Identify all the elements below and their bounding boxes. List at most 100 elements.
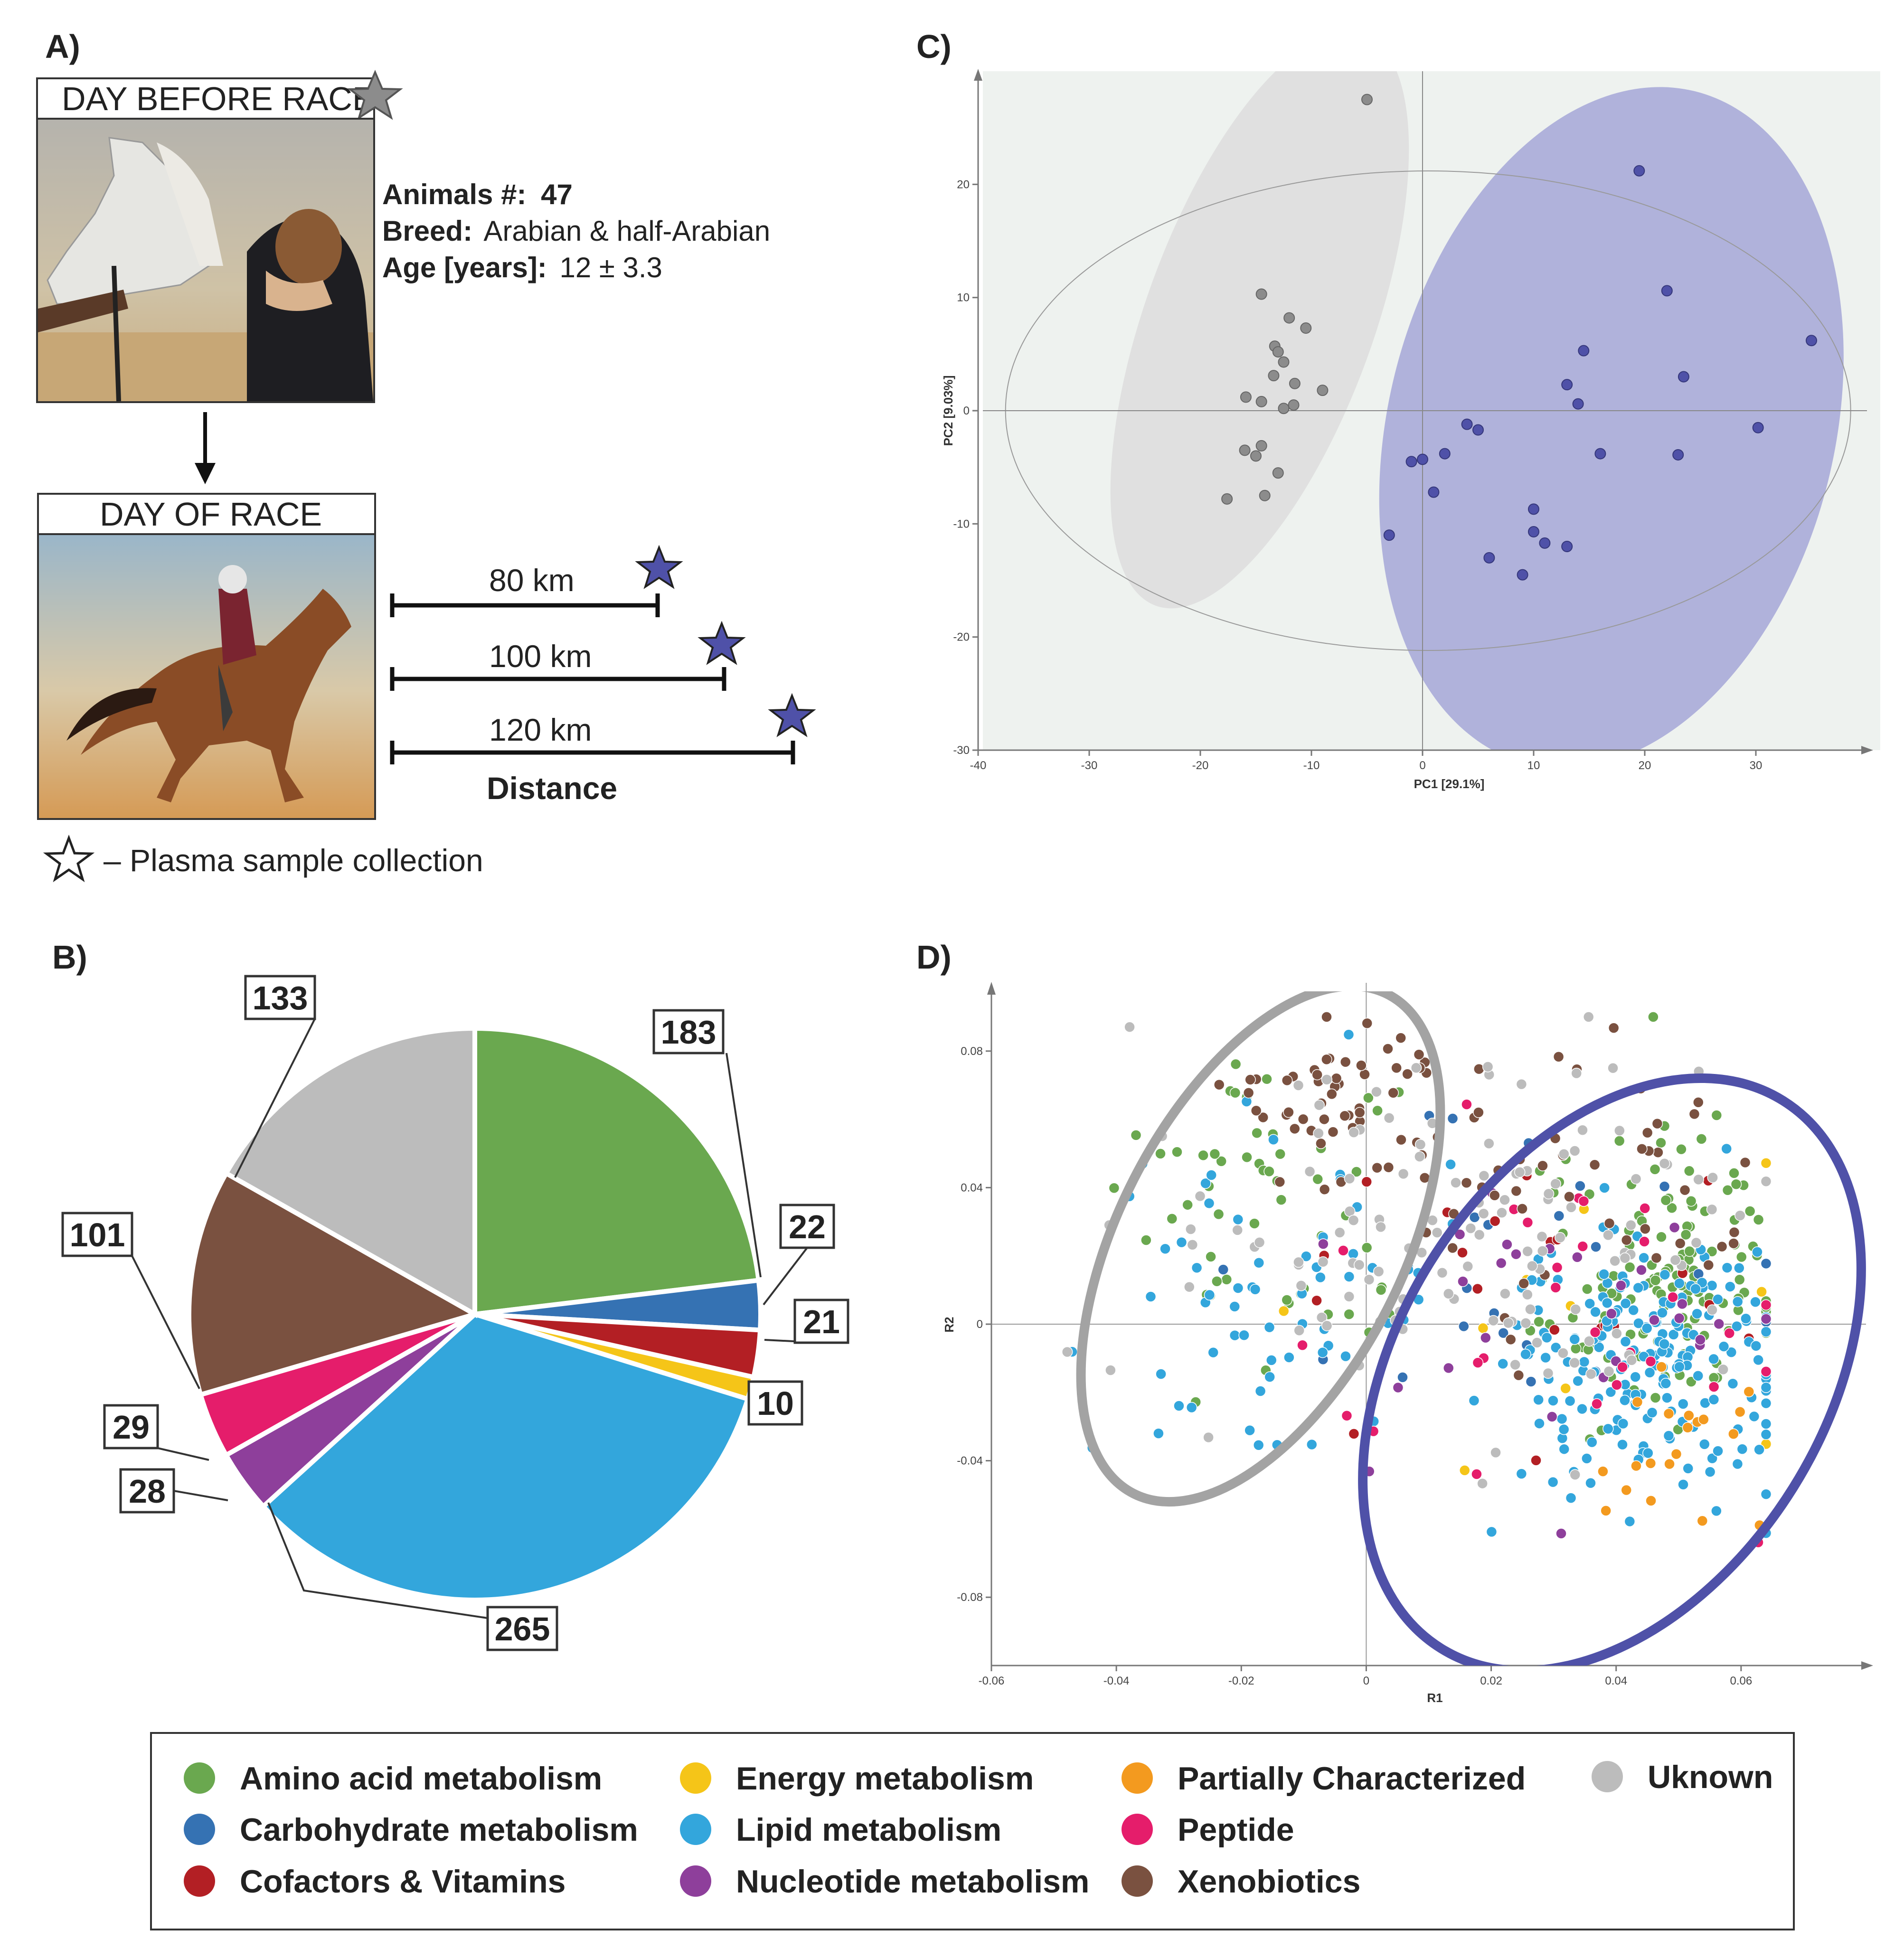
loadings-point bbox=[1289, 1123, 1301, 1135]
loadings-point bbox=[1341, 1410, 1353, 1421]
loadings-point bbox=[1725, 1281, 1736, 1292]
loadings-point bbox=[1312, 1173, 1324, 1185]
loadings-point bbox=[1730, 1178, 1742, 1190]
loadings-point bbox=[1301, 1251, 1312, 1262]
loadings-y-tick-label: 0.04 bbox=[961, 1181, 983, 1194]
loadings-point bbox=[1478, 1208, 1489, 1219]
loadings-point bbox=[1602, 1423, 1614, 1435]
loadings-point bbox=[1203, 1431, 1214, 1443]
loadings-point bbox=[1510, 1185, 1522, 1197]
loadings-point bbox=[1652, 1147, 1664, 1158]
loadings-point bbox=[1343, 1291, 1355, 1302]
pie-leader-line bbox=[157, 1447, 209, 1461]
loadings-point bbox=[1537, 1160, 1548, 1171]
loadings-point bbox=[1505, 1334, 1517, 1346]
loadings-point bbox=[1375, 1284, 1387, 1296]
loadings-point bbox=[1609, 1255, 1621, 1267]
loadings-point bbox=[1713, 1318, 1725, 1330]
loadings-point bbox=[1712, 1294, 1724, 1305]
loadings-point bbox=[1489, 1190, 1500, 1201]
loadings-point bbox=[1664, 1458, 1675, 1470]
loadings-x-tick-label: 0.04 bbox=[1605, 1675, 1627, 1687]
loadings-point bbox=[1522, 1289, 1533, 1300]
loadings-point bbox=[1597, 1466, 1609, 1477]
loadings-y-arrow-icon bbox=[987, 982, 996, 995]
loadings-point bbox=[1650, 1275, 1661, 1286]
loadings-point bbox=[1602, 1229, 1614, 1241]
loadings-point bbox=[1510, 1248, 1522, 1260]
loadings-point bbox=[1691, 1308, 1703, 1319]
pie-leader-line bbox=[131, 1255, 200, 1389]
loadings-point bbox=[1670, 1448, 1682, 1460]
day-of-title-box bbox=[37, 493, 376, 535]
loadings-point bbox=[1639, 1203, 1650, 1214]
loadings-point bbox=[1217, 1264, 1229, 1275]
loadings-point bbox=[1502, 1317, 1514, 1329]
loadings-point bbox=[1760, 1366, 1772, 1377]
pca-x-tick-label: 10 bbox=[1527, 759, 1540, 772]
loadings-point bbox=[1697, 1515, 1708, 1527]
loadings-point bbox=[1645, 1458, 1657, 1469]
loadings-point bbox=[1313, 1099, 1325, 1111]
loadings-point bbox=[1457, 1276, 1469, 1287]
arrow-down-icon bbox=[195, 412, 216, 484]
distance-axis-label: Distance bbox=[487, 771, 617, 806]
loadings-point bbox=[1760, 1382, 1772, 1393]
loadings-point bbox=[1155, 1368, 1167, 1380]
loadings-point bbox=[1311, 1069, 1323, 1081]
pca-point-race bbox=[1483, 552, 1495, 564]
loadings-point bbox=[1340, 1350, 1351, 1362]
loadings-point bbox=[1656, 1361, 1668, 1373]
loadings-point bbox=[1728, 1167, 1740, 1179]
loadings-point bbox=[1216, 1156, 1227, 1167]
loadings-point bbox=[1207, 1346, 1219, 1358]
loadings-point bbox=[1461, 1099, 1472, 1110]
loadings-point bbox=[1496, 1207, 1508, 1219]
loadings-point bbox=[1698, 1413, 1709, 1425]
loadings-point bbox=[1250, 1105, 1262, 1117]
pca-ellipse-race bbox=[1379, 87, 1844, 750]
loadings-point bbox=[1690, 1237, 1702, 1249]
loadings-point bbox=[1244, 1074, 1256, 1085]
pca-point-day-before bbox=[1250, 450, 1262, 462]
pca-y-arrow-icon bbox=[974, 69, 982, 81]
loadings-point bbox=[1182, 1199, 1193, 1211]
loadings-point bbox=[1473, 1107, 1484, 1118]
loadings-point bbox=[1297, 1113, 1309, 1125]
loadings-point bbox=[1281, 1294, 1293, 1306]
loadings-point bbox=[1703, 1259, 1715, 1271]
pie-leader-line bbox=[726, 1053, 762, 1278]
loadings-point bbox=[1743, 1386, 1755, 1398]
loadings-point bbox=[1615, 1280, 1627, 1291]
loadings-point bbox=[1708, 1381, 1720, 1393]
loadings-point bbox=[1667, 1291, 1678, 1303]
day-before-star-icon bbox=[347, 69, 403, 120]
pca-point-day-before bbox=[1289, 377, 1301, 389]
legend-label: Cofactors & Vitamins bbox=[240, 1864, 566, 1900]
loadings-point bbox=[1624, 1516, 1636, 1527]
loadings-point bbox=[1171, 1146, 1183, 1158]
loadings-point bbox=[1459, 1465, 1470, 1476]
pca-plot bbox=[983, 71, 1867, 750]
loadings-point bbox=[1636, 1264, 1647, 1276]
loadings-point bbox=[1716, 1241, 1728, 1252]
loadings-point bbox=[1556, 1413, 1568, 1425]
loadings-point bbox=[1153, 1428, 1164, 1439]
loadings-point bbox=[1620, 1336, 1631, 1347]
loadings-ellipse-day-before bbox=[1076, 991, 1445, 1507]
pie-labels: 183 22 21 10 265 28 29 101 133 bbox=[61, 975, 849, 1651]
pie-label-box bbox=[61, 1212, 133, 1257]
loadings-point bbox=[1253, 1257, 1265, 1269]
loadings-point bbox=[1447, 1113, 1459, 1124]
pca-point-race bbox=[1528, 526, 1539, 538]
loadings-point bbox=[1677, 1298, 1688, 1310]
plasma-star-icon bbox=[43, 834, 95, 883]
category-legend: Amino acid metabolism Carbohydrate metabo… bbox=[150, 1732, 1795, 1930]
pca-point-race bbox=[1517, 569, 1528, 581]
loadings-point bbox=[1576, 1403, 1588, 1415]
loadings-point bbox=[1450, 1177, 1461, 1188]
loadings-point bbox=[1600, 1505, 1612, 1516]
loadings-point bbox=[1760, 1326, 1772, 1337]
loadings-point bbox=[1213, 1208, 1225, 1220]
loadings-point bbox=[1736, 1251, 1747, 1263]
